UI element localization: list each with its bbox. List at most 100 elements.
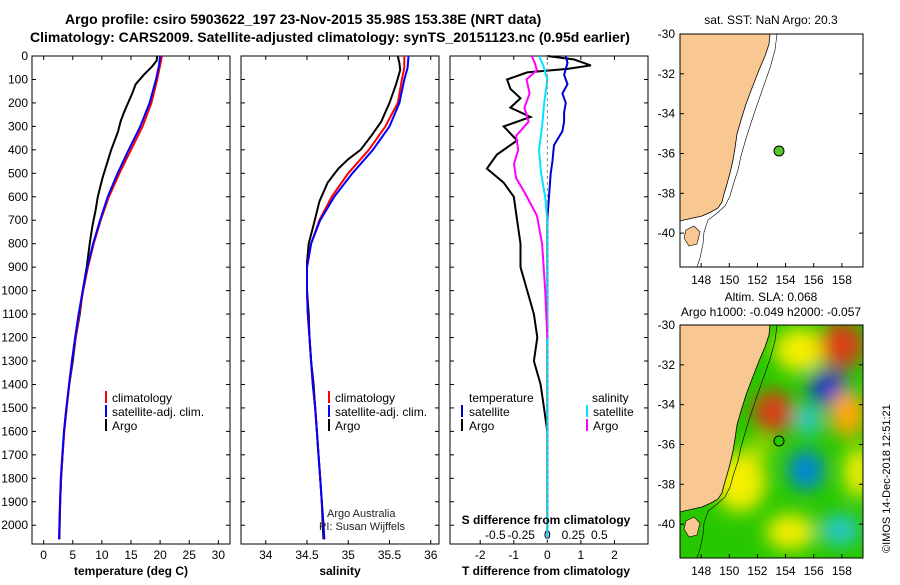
lon-tick-label: 156	[804, 564, 824, 578]
lat-tick-label: -30	[658, 318, 676, 332]
y-tick-label: 300	[8, 119, 28, 133]
x-tick-label: 2	[611, 548, 618, 562]
y-tick-label: 2000	[1, 518, 28, 532]
series-line-t-argo	[485, 55, 592, 432]
x-tick-label: 35.5	[378, 548, 402, 562]
temperature-x-axis: 0 5 10 15 20 25 30	[40, 56, 225, 562]
y-tick-label: 200	[8, 96, 28, 110]
temperature-diff-legend: temperature satellite Argo	[461, 391, 534, 433]
legend-argo-label: Argo	[335, 419, 361, 433]
sla-map-subtitle: Argo h1000: -0.049 h2000: -0.057	[681, 305, 861, 319]
pressure-axis: 0 100 200 300 400 500 600 700 800 900 1000 1100 1200…	[1, 49, 648, 532]
lon-tick-label: 152	[747, 564, 767, 578]
y-tick-label: 400	[8, 143, 28, 157]
lat-tick-label: -38	[658, 477, 676, 491]
credit-line1: Argo Australia	[327, 508, 396, 520]
s-diff-tick-label: -0.5	[485, 528, 506, 542]
y-tick-label: 1700	[1, 448, 28, 462]
salinity-xlabel: salinity	[319, 564, 361, 578]
y-tick-label: 800	[8, 237, 28, 251]
sst-map-frame	[679, 33, 864, 268]
sst-profile-location	[773, 145, 785, 157]
lon-tick-label: 148	[691, 273, 711, 287]
y-tick-label: 1900	[1, 495, 28, 509]
x-tick-label: 30	[212, 548, 226, 562]
legend-climatology-label: climatology	[335, 391, 395, 405]
sst-land	[680, 34, 771, 222]
lat-tick-label: -34	[658, 398, 676, 412]
legend-satellite-label: satellite-adj. clim.	[335, 405, 427, 419]
series-line-t-satellite	[546, 55, 569, 540]
x-tick-label: 36	[424, 548, 438, 562]
y-tick-label: 1600	[1, 424, 28, 438]
sla-contour	[696, 325, 778, 558]
sla-lat-axis: -30 -32 -34 -36 -38 -40	[658, 318, 863, 531]
temperature-xlabel: temperature (deg C)	[74, 564, 188, 578]
salinity-difference-axis: -0.5 -0.25 0 0.25 0.5	[485, 528, 608, 542]
y-tick-label: 1000	[1, 284, 28, 298]
lat-tick-label: -30	[658, 27, 676, 41]
series-line-climatology	[58, 55, 163, 540]
lat-tick-label: -36	[658, 146, 676, 160]
sst-map-title: sat. SST: NaN Argo: 20.3	[704, 13, 838, 27]
lon-tick-label: 148	[691, 564, 711, 578]
sla-lon-axis: 148 150 152 154 156 158	[691, 554, 852, 578]
sst-lat-axis: -30 -32 -34 -36 -38 -40	[658, 27, 863, 240]
sst-contour	[696, 34, 778, 267]
lat-tick-label: -32	[658, 358, 676, 372]
difference-series	[485, 55, 592, 540]
lat-tick-label: -40	[658, 226, 676, 240]
x-tick-label: 34	[259, 548, 273, 562]
lat-tick-label: -40	[658, 517, 676, 531]
y-tick-label: 500	[8, 166, 28, 180]
x-tick-label: 10	[95, 548, 109, 562]
sst-island	[683, 225, 701, 247]
legend-s-title: salinity	[592, 391, 629, 405]
s-diff-tick-label: 0.5	[591, 528, 608, 542]
y-tick-label: 1800	[1, 471, 28, 485]
x-tick-label: -2	[475, 548, 486, 562]
lat-tick-label: -32	[658, 67, 676, 81]
lat-tick-label: -34	[658, 107, 676, 121]
y-tick-label: 900	[8, 260, 28, 274]
y-tick-label: 1500	[1, 401, 28, 415]
imos-watermark: ©IMOS 14-Dec-2018 12:51:21	[881, 404, 893, 553]
s-diff-tick-label: -0.25	[508, 528, 536, 542]
temperature-legend: climatology satellite-adj. clim. Argo	[105, 391, 204, 433]
sla-map-title: Altim. SLA: 0.068	[725, 290, 818, 304]
lon-tick-label: 152	[747, 273, 767, 287]
x-tick-label: 15	[124, 548, 138, 562]
sla-island	[683, 516, 701, 538]
legend-s-argo-label: Argo	[593, 419, 619, 433]
sla-land	[680, 325, 771, 513]
lon-tick-label: 158	[832, 273, 852, 287]
lon-tick-label: 154	[776, 564, 796, 578]
sla-field	[714, 325, 863, 550]
x-tick-label: 1	[578, 548, 585, 562]
s-difference-xlabel: S difference from climatology	[462, 513, 631, 527]
y-tick-label: 700	[8, 213, 28, 227]
x-tick-label: 5	[69, 548, 76, 562]
series-line-satellite-adj-clim-	[58, 55, 162, 540]
y-tick-label: 600	[8, 190, 28, 204]
legend-climatology-label: climatology	[112, 391, 172, 405]
salinity-series	[306, 55, 410, 540]
x-tick-label: 34.5	[295, 548, 319, 562]
sla-map-frame	[679, 324, 864, 559]
temperature-series	[58, 55, 163, 540]
y-tick-label: 100	[8, 72, 28, 86]
salinity-panel-frame	[240, 55, 440, 545]
sla-map	[680, 325, 863, 558]
legend-s-satellite-label: satellite	[593, 405, 634, 419]
x-tick-label: 35	[342, 548, 356, 562]
sst-map	[680, 34, 863, 267]
y-tick-label: 1400	[1, 377, 28, 391]
lon-tick-label: 150	[719, 273, 739, 287]
y-tick-label: 0	[21, 49, 28, 63]
credit-line2: PI: Susan Wijffels	[319, 521, 405, 533]
legend-satellite-label: satellite-adj. clim.	[112, 405, 204, 419]
lon-tick-label: 156	[804, 273, 824, 287]
series-line-argo	[306, 55, 402, 540]
x-tick-label: 0	[544, 548, 551, 562]
